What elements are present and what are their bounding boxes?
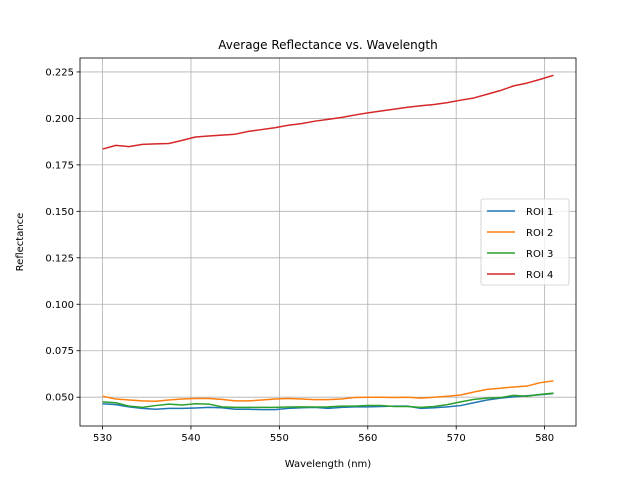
x-tick-label: 540 <box>181 433 200 444</box>
y-tick-label: 0.100 <box>45 300 74 311</box>
x-tick-label: 580 <box>535 433 554 444</box>
legend-box <box>480 198 570 286</box>
legend-label: ROI 4 <box>526 270 553 281</box>
x-tick-label: 550 <box>270 433 289 444</box>
legend: ROI 1 ROI 2 ROI 3 ROI 4 <box>480 198 570 286</box>
legend-label: ROI 1 <box>526 207 553 218</box>
y-tick-label: 0.150 <box>45 207 74 218</box>
x-tick-label: 560 <box>358 433 377 444</box>
y-tick-label: 0.175 <box>45 160 74 171</box>
y-tick-label: 0.200 <box>45 114 74 125</box>
y-tick-label: 0.075 <box>45 346 74 357</box>
x-tick-label: 530 <box>93 433 112 444</box>
series-lines <box>102 74 554 411</box>
chart-title: Average Reflectance vs. Wavelength <box>218 38 437 52</box>
legend-label: ROI 2 <box>526 228 553 239</box>
y-axis-label: Reflectance <box>15 213 26 272</box>
series-line-roi-3 <box>102 392 554 409</box>
plot-frame <box>79 57 577 427</box>
series-line-roi-4 <box>102 74 554 150</box>
y-tick-label: 0.125 <box>45 253 74 264</box>
axis-ticks: 530 540 550 560 570 580 0.050 0.075 0.100 0.125 0.… <box>45 67 554 444</box>
y-tick-label: 0.225 <box>45 67 74 78</box>
series-line-roi-2 <box>102 380 554 403</box>
legend-label: ROI 3 <box>526 249 553 260</box>
y-tick-label: 0.050 <box>45 393 74 404</box>
x-tick-label: 570 <box>447 433 466 444</box>
x-axis-label: Wavelength (nm) <box>285 459 371 470</box>
series-line-roi-1 <box>102 392 554 411</box>
